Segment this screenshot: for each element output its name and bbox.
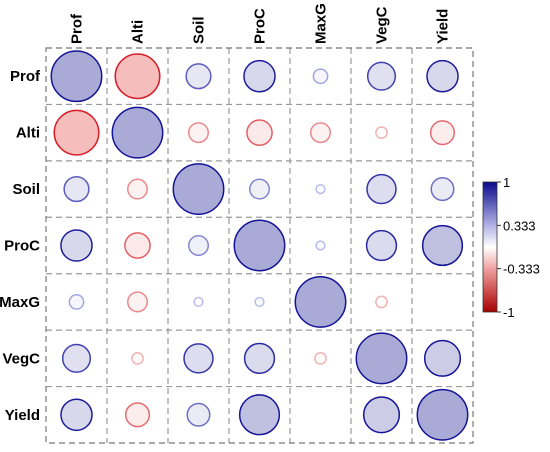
- column-label-proc: ProC: [252, 8, 269, 44]
- cell-yield-alti: [124, 402, 151, 428]
- cell-alti-maxg: [309, 122, 332, 144]
- cell-proc-soil: [187, 234, 210, 257]
- cell-proc-maxg: [315, 240, 326, 251]
- row-label-maxg: MaxG: [0, 294, 40, 311]
- cell-maxg-maxg: [294, 275, 347, 328]
- cell-maxg-soil: [193, 296, 204, 308]
- cell-soil-yield: [430, 177, 455, 202]
- colorbar-tick-label: -0.333: [503, 262, 540, 277]
- row-label-vegc: VegC: [2, 350, 40, 367]
- cell-prof-maxg: [312, 68, 329, 85]
- row-label-prof: Prof: [10, 68, 41, 85]
- row-label-alti: Alti: [16, 125, 40, 142]
- row-label-soil: Soil: [12, 181, 40, 198]
- cell-yield-vegc: [362, 396, 401, 434]
- cell-alti-vegc: [375, 126, 388, 140]
- cell-vegc-vegc: [355, 332, 408, 385]
- row-label-yield: Yield: [5, 407, 40, 424]
- cell-soil-prof: [63, 175, 90, 203]
- column-label-yield: Yield: [435, 9, 452, 44]
- column-label-maxg: MaxG: [313, 3, 330, 44]
- cell-alti-yield: [429, 120, 456, 146]
- cell-vegc-alti: [131, 351, 144, 365]
- cell-prof-alti: [114, 53, 161, 100]
- cell-alti-soil: [187, 122, 210, 144]
- cell-yield-prof: [60, 398, 93, 432]
- colorbar-tick-label: 0.333: [503, 218, 536, 233]
- cell-alti-prof: [53, 109, 100, 156]
- cell-soil-maxg: [315, 183, 326, 195]
- cell-soil-alti: [126, 178, 149, 200]
- cell-yield-yield: [416, 388, 469, 441]
- cell-yield-proc: [238, 394, 281, 436]
- plot-border: [45, 47, 474, 444]
- cell-maxg-alti: [126, 291, 149, 313]
- cell-prof-yield: [426, 59, 459, 93]
- cell-maxg-prof: [68, 294, 85, 310]
- cell-maxg-vegc: [375, 295, 388, 309]
- cell-proc-prof: [60, 229, 93, 262]
- cell-prof-prof: [50, 50, 103, 103]
- column-labels: Prof Alti Soil ProC MaxG VegC Yield: [69, 3, 452, 44]
- row-labels: Prof Alti Soil ProC MaxG VegC Yield: [0, 68, 41, 424]
- cell-vegc-yield: [423, 339, 462, 377]
- cell-soil-vegc: [366, 173, 397, 205]
- cell-soil-soil: [172, 163, 225, 216]
- row-label-proc: ProC: [4, 238, 40, 255]
- column-label-vegc: VegC: [374, 6, 391, 44]
- colorbar-tick-label: -1: [503, 305, 515, 320]
- cell-prof-proc: [243, 59, 276, 93]
- cell-maxg-proc: [254, 296, 265, 308]
- cell-prof-vegc: [366, 61, 397, 91]
- colorbar-legend: 1 0.333 -0.333 -1: [482, 175, 540, 320]
- cell-alti-alti: [111, 106, 164, 159]
- cell-proc-alti: [124, 232, 151, 259]
- correlation-cells: [50, 50, 469, 441]
- cell-proc-vegc: [365, 229, 398, 262]
- cell-alti-proc: [246, 119, 273, 146]
- cell-prof-soil: [185, 63, 212, 90]
- cell-vegc-soil: [183, 343, 214, 374]
- cell-vegc-maxg: [314, 351, 327, 365]
- colorbar-gradient: [482, 181, 498, 313]
- grid: [46, 48, 473, 443]
- column-label-alti: Alti: [130, 20, 147, 44]
- cell-vegc-proc: [243, 342, 276, 375]
- colorbar-ticks: 1 0.333 -0.333 -1: [497, 175, 540, 320]
- cell-yield-soil: [186, 402, 211, 427]
- cell-soil-proc: [248, 178, 271, 200]
- column-label-soil: Soil: [191, 16, 208, 44]
- cell-proc-yield: [421, 224, 464, 267]
- column-label-prof: Prof: [69, 13, 86, 44]
- cell-proc-proc: [233, 219, 286, 272]
- colorbar-tick-label: 1: [503, 175, 510, 190]
- cell-vegc-prof: [61, 343, 92, 373]
